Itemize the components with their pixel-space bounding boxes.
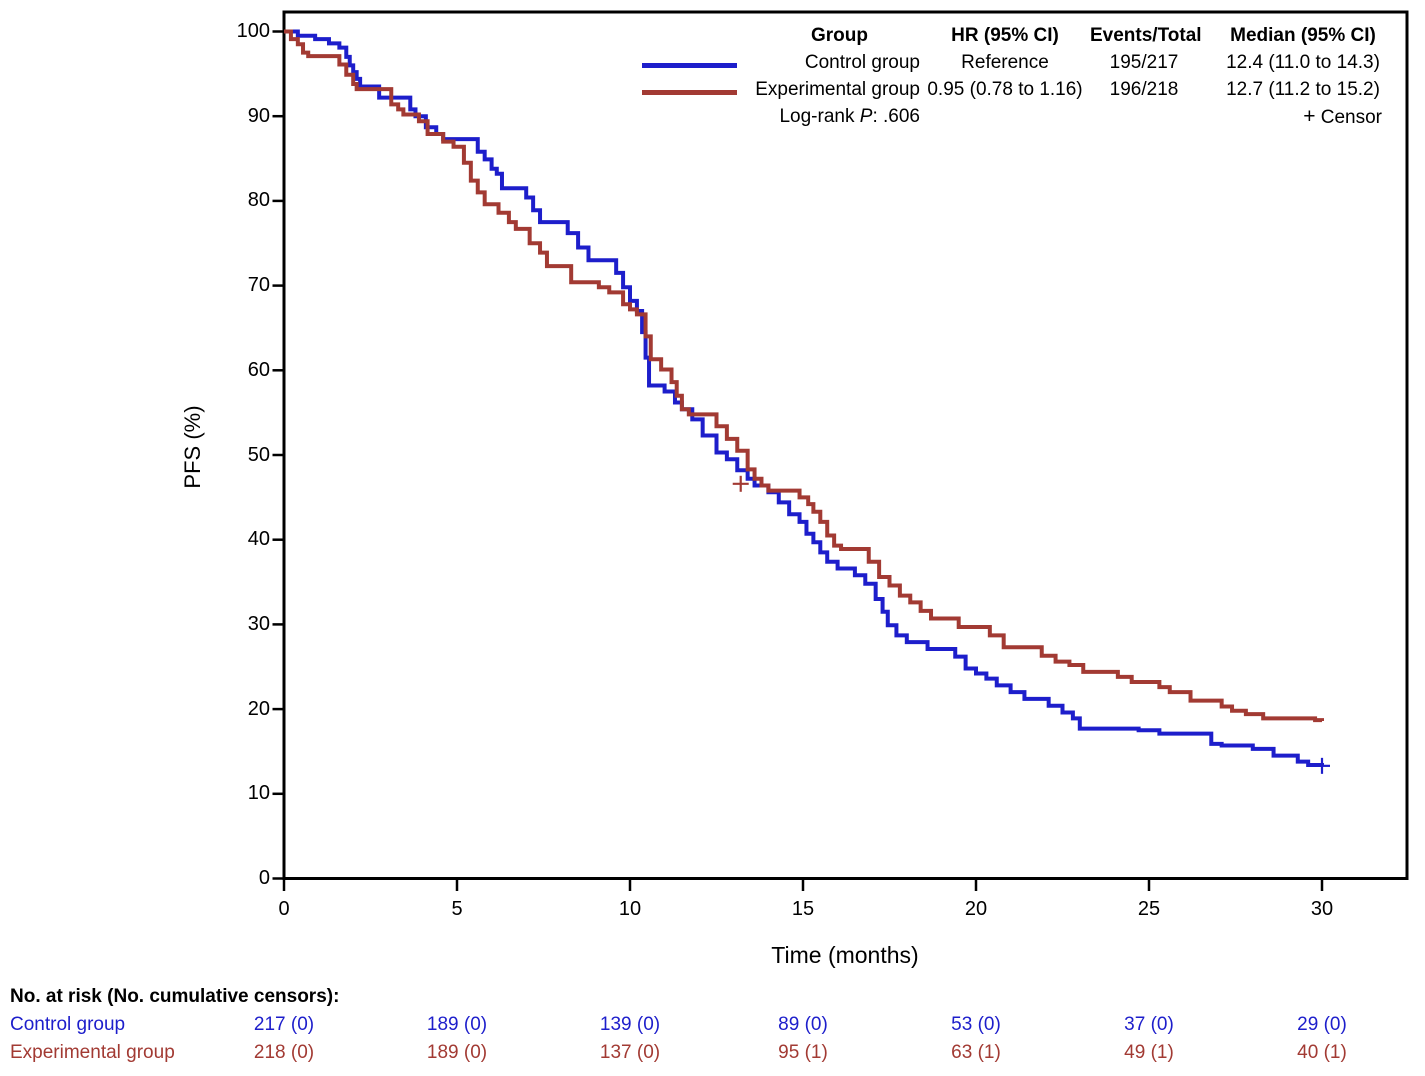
km-curve-control xyxy=(284,29,1324,768)
legend-row-experimental: Experimental group xyxy=(610,79,920,101)
risk-count: 189 (0) xyxy=(426,1042,488,1063)
legend-experimental-median: 12.7 (11.2 to 15.2) xyxy=(1226,78,1380,100)
x-axis-title: Time (months) xyxy=(771,942,919,968)
legend-header-median: Median (95% CI) xyxy=(1230,24,1376,46)
y-tick-label: 80 xyxy=(247,189,270,212)
legend-experimental-label: Experimental group xyxy=(755,78,920,100)
censor-key-label: Censor xyxy=(1320,106,1382,128)
risk-count: 217 (0) xyxy=(253,1014,315,1035)
censor-plus-icon: + xyxy=(1303,104,1316,128)
risk-count: 89 (0) xyxy=(778,1014,828,1035)
legend: Group HR (95% CI) Events/Total Median (9… xyxy=(610,22,1408,130)
y-tick-label: 0 xyxy=(258,867,270,889)
risk-count: 40 (1) xyxy=(1297,1042,1347,1063)
risk-count: 189 (0) xyxy=(426,1014,488,1035)
legend-experimental-hr: 0.95 (0.78 to 1.16) xyxy=(927,78,1083,100)
experimental-line-swatch xyxy=(642,89,737,95)
logrank-p-value: Log-rank P: .606 xyxy=(779,105,920,127)
risk-count: 53 (0) xyxy=(951,1014,1001,1035)
x-tick-label: 20 xyxy=(964,898,988,920)
control-line-swatch xyxy=(642,62,737,68)
x-tick-label: 0 xyxy=(278,898,290,920)
x-tick-label: 5 xyxy=(451,898,463,920)
legend-header-group: Group xyxy=(811,24,868,46)
legend-header-hr: HR (95% CI) xyxy=(951,24,1059,46)
y-tick-label: 70 xyxy=(247,274,270,297)
y-tick-label: 30 xyxy=(247,612,270,635)
risk-count: 218 (0) xyxy=(253,1042,315,1063)
risk-table-title: No. at risk (No. cumulative censors): xyxy=(10,986,340,1007)
x-tick-label: 25 xyxy=(1137,898,1161,920)
km-curve-experimental xyxy=(284,29,1324,723)
y-tick-label: 50 xyxy=(247,443,270,466)
legend-control-label: Control group xyxy=(804,51,920,73)
y-tick-label: 60 xyxy=(247,358,270,381)
risk-count: 63 (1) xyxy=(951,1042,1001,1063)
legend-control-hr: Reference xyxy=(961,51,1049,73)
risk-count: 137 (0) xyxy=(599,1042,661,1063)
plot-border xyxy=(282,10,1409,880)
legend-row-control: Control group xyxy=(610,52,920,74)
y-tick-label: 20 xyxy=(247,697,270,720)
risk-count: 29 (0) xyxy=(1297,1014,1347,1035)
y-tick-label: 100 xyxy=(236,20,270,42)
y-axis-title: PFS (%) xyxy=(180,405,205,489)
y-tick-label: 90 xyxy=(247,104,270,127)
x-tick-label: 15 xyxy=(791,898,815,920)
legend-control-events: 195/217 xyxy=(1109,51,1179,73)
x-tick-label: 30 xyxy=(1310,898,1334,920)
censor-key: + Censor xyxy=(1198,105,1408,129)
risk-row-label-control: Control group xyxy=(10,1014,126,1035)
risk-count: 95 (1) xyxy=(778,1042,828,1063)
risk-count: 139 (0) xyxy=(599,1014,661,1035)
risk-row-label-experimental: Experimental group xyxy=(10,1042,175,1063)
legend-header-events: Events/Total xyxy=(1090,24,1202,46)
risk-count: 49 (1) xyxy=(1124,1042,1174,1063)
italic-p: P xyxy=(859,105,873,127)
y-tick-label: 40 xyxy=(247,528,270,551)
risk-count: 37 (0) xyxy=(1124,1014,1174,1035)
x-tick-label: 10 xyxy=(618,898,642,920)
legend-control-median: 12.4 (11.0 to 14.3) xyxy=(1226,51,1380,73)
y-tick-label: 10 xyxy=(247,782,270,805)
legend-experimental-events: 196/218 xyxy=(1109,78,1179,100)
